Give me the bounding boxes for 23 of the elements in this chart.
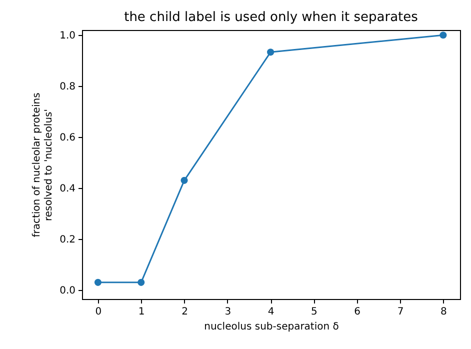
x-tick-label: 0 <box>95 306 102 318</box>
x-tick-label: 5 <box>311 306 318 318</box>
y-tick-label: 0.6 <box>60 132 76 144</box>
x-tick-label: 2 <box>182 306 188 318</box>
y-tick-label: 0.2 <box>60 234 76 246</box>
y-tick-label: 1.0 <box>60 30 76 42</box>
y-tick-label: 0.8 <box>60 82 76 93</box>
y-tick-label: 0.4 <box>60 184 76 195</box>
x-tick-label: 4 <box>268 306 274 318</box>
x-tick-label: 7 <box>397 306 404 318</box>
x-tick-label: 3 <box>224 306 232 318</box>
point <box>138 278 145 286</box>
chart-title: the child label is used only when it separates <box>124 10 418 25</box>
point <box>180 176 188 184</box>
point <box>94 278 102 286</box>
y-axis-title: fraction of nucleolar proteins resolved to 'nucleolus' <box>32 92 55 238</box>
y-tick-label: 0.0 <box>60 286 76 297</box>
x-tick-label: 1 <box>138 306 145 318</box>
x-tick-label: 6 <box>354 306 361 318</box>
x-tick-label: 8 <box>440 306 447 318</box>
x-axis-title: nucleolus sub-separation δ <box>204 322 339 332</box>
point <box>267 48 274 56</box>
point <box>440 32 447 39</box>
